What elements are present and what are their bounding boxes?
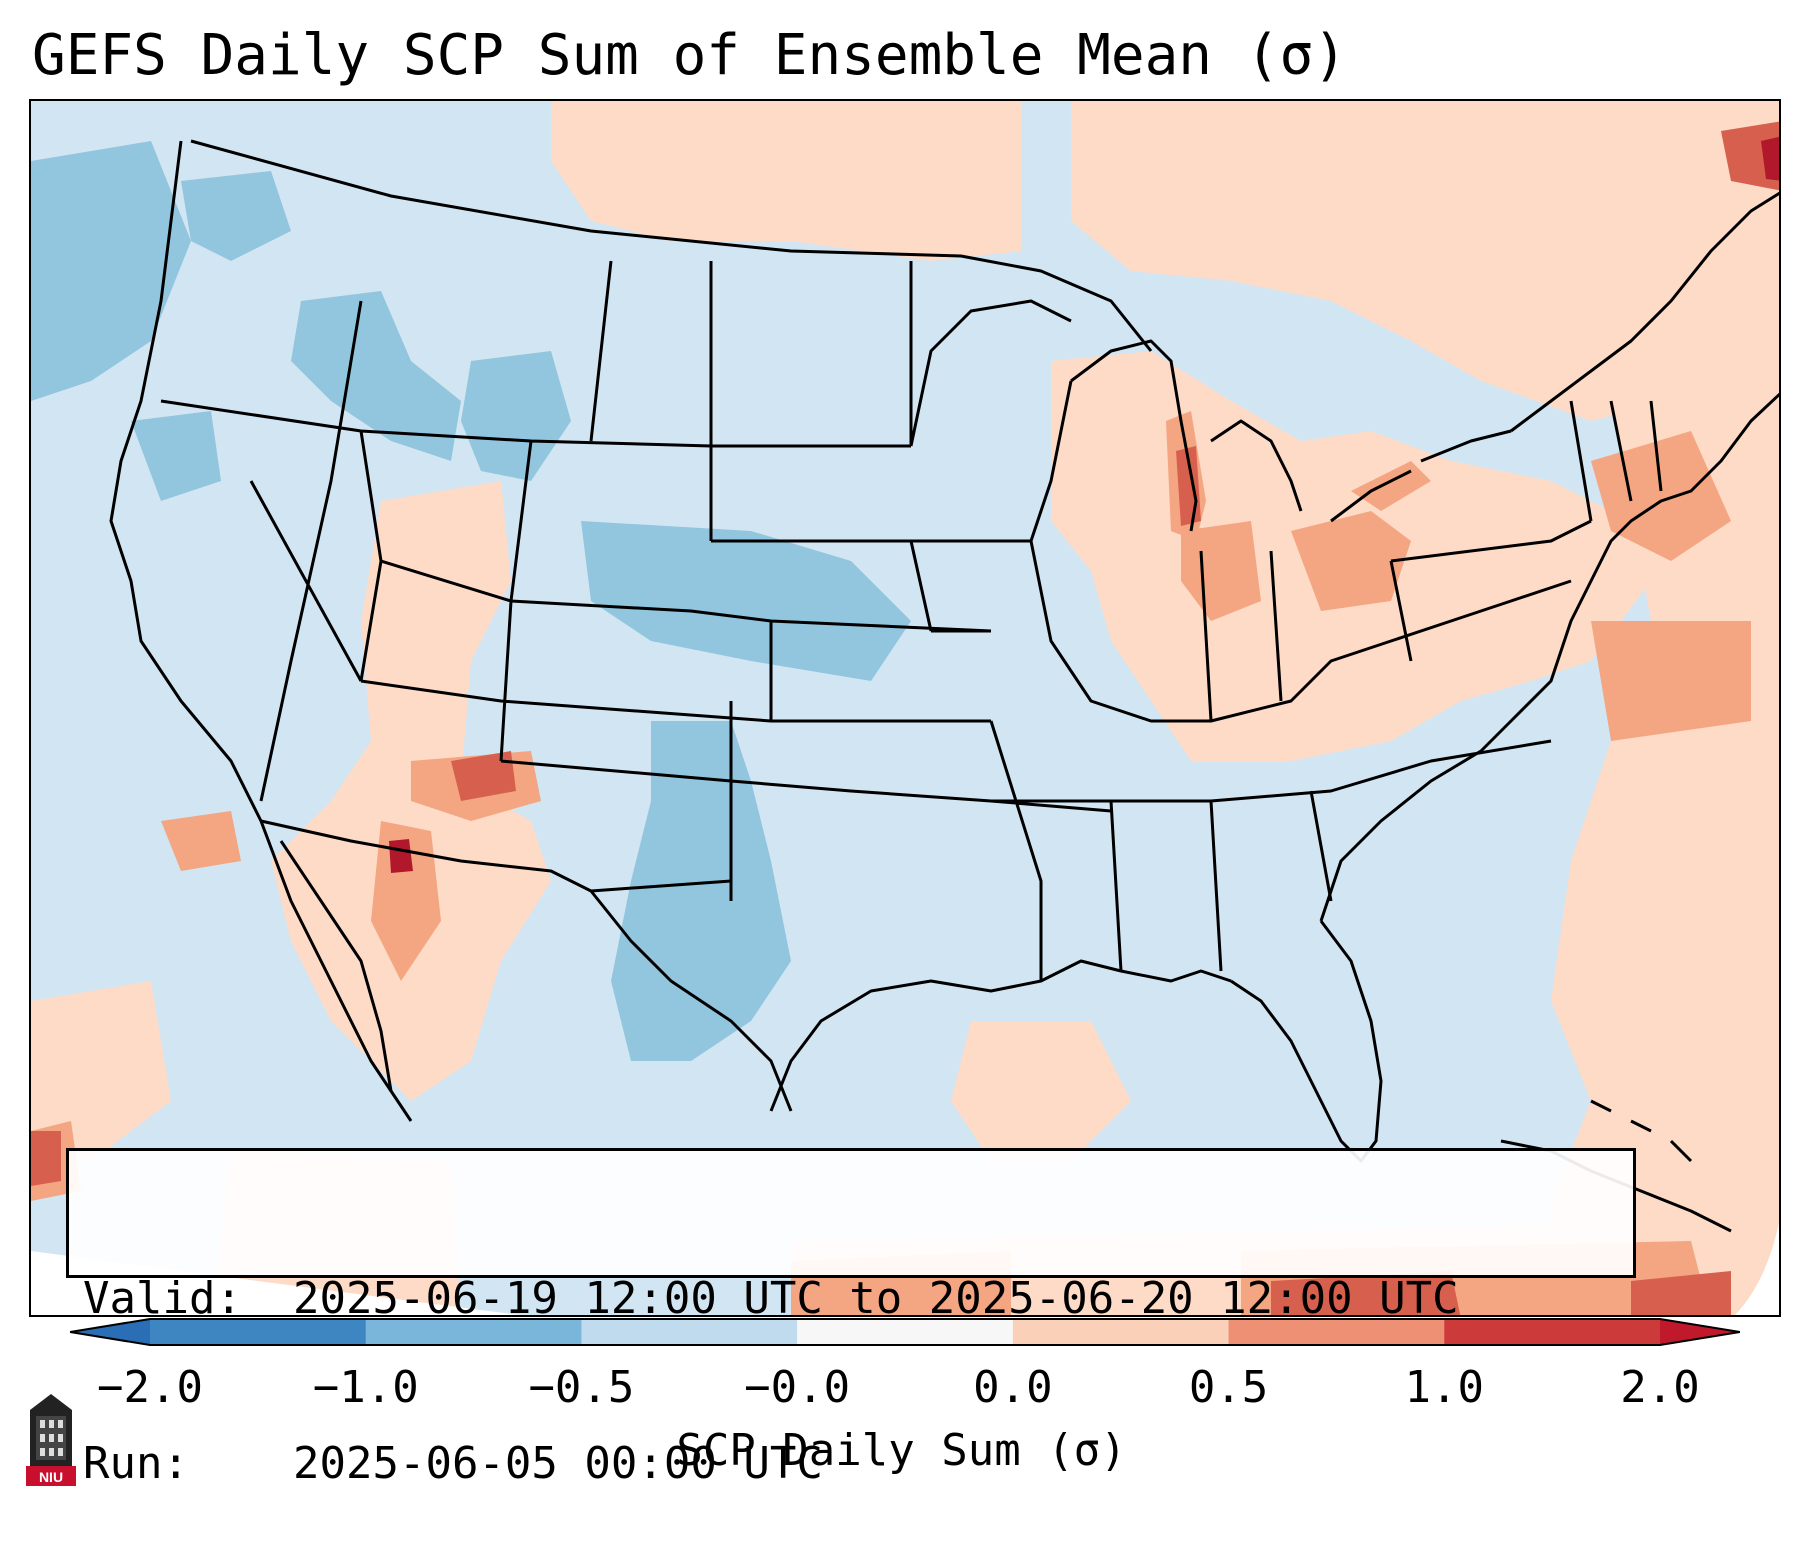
florida [1230,920,1383,1163]
east-coast [1319,392,1779,922]
niu-logo-icon: NIU [26,1394,76,1486]
colorbar-tick-label: −0.0 [744,1362,851,1413]
state-lines [160,260,1663,981]
pacific-northwest-negative [31,141,191,401]
colorbar-bin [1444,1319,1661,1345]
oregon-negative [131,411,221,501]
colorbar-bin [365,1319,582,1345]
run-label: Run: [83,1438,189,1489]
colorbar-tick-label: −2.0 [97,1362,203,1413]
colorbar-bin [797,1319,1014,1345]
colorbar-bin [581,1319,798,1345]
colorbar-tick-label: 0.0 [973,1362,1053,1413]
colorbar-bin [1012,1319,1230,1345]
west-coast [109,140,413,1122]
pacific-southwest-positive [31,981,171,1161]
washington-negative [181,171,291,261]
canada-north-positive [551,101,1021,261]
quebec-max [1761,136,1779,181]
colorbar-tick-label: 0.5 [1188,1362,1269,1413]
positive-anomaly-regions [31,101,1779,1315]
negative-anomaly-regions [31,141,911,1061]
st-lawrence [1510,191,1779,433]
colorbar [70,1318,1740,1346]
valid-label: Valid: [83,1273,242,1324]
cuba-strong [1271,1271,1461,1315]
niu-logo-text: NIU [39,1469,63,1485]
colorbar-label: SCP Daily Sum (σ) [676,1425,1127,1476]
boundary-lines [109,139,1779,1233]
baja-strong [389,839,413,873]
outside-projection-area [31,1251,520,1315]
colorbar-outline [70,1318,1740,1346]
colorbar-bin [150,1319,367,1345]
colorbar-tick-label: 2.0 [1620,1362,1700,1413]
bahamas-islands [1590,1099,1693,1163]
gulf-positive [951,1021,1131,1161]
us-mexico-border [260,819,793,1112]
northeast-atlantic-positive [1551,361,1779,1315]
baja-positive [371,821,441,981]
colorbar-bin [1228,1319,1445,1345]
us-canada-border [190,139,1153,352]
offshore-atlantic-positive [1591,621,1751,741]
run-line: Run: 2025-06-05 00:00 UTC [83,1436,1619,1491]
caribbean-strong [1631,1271,1731,1315]
texas-negative [611,721,791,1061]
chart-title: GEFS Daily SCP Sum of Ensemble Mean (σ) [32,23,1347,88]
map-panel [29,99,1781,1317]
run-value: 2025-06-05 00:00 UTC [293,1438,823,1489]
mid-atlantic-positive [1591,431,1731,561]
great-lakes [1070,339,1512,532]
colorbar-tick-label: 1.0 [1404,1362,1485,1413]
ohio-positive [1291,511,1411,611]
gulf-coast [769,959,1232,1112]
lake-erie-positive [1351,461,1431,511]
idaho-montana-negative [291,291,461,461]
baja-coast [279,840,393,1092]
arizona-strong [451,751,516,801]
outside-projection-area-right [1734,1222,1779,1315]
indiana-positive [1181,521,1261,621]
ontario-quebec-positive [1071,101,1779,430]
colorbar-extend-low [70,1319,150,1345]
colorbar-extend-high [1660,1319,1740,1345]
colorado-kansas-negative [581,521,911,681]
pacific-positive-spot [161,811,241,871]
valid-value: 2025-06-19 12:00 UTC to 2025-06-20 12:00… [293,1273,1459,1324]
scp-map [31,101,1779,1315]
colorbar-tick-label: −0.5 [528,1362,635,1413]
valid-line: Valid: 2025-06-19 12:00 UTC to 2025-06-20… [83,1271,1619,1326]
quebec-strong [1721,121,1779,191]
colorbar-tick-label: −1.0 [312,1362,419,1413]
wyoming-negative [461,351,571,481]
valid-run-info-box: Valid: 2025-06-19 12:00 UTC to 2025-06-20… [66,1148,1636,1489]
pacific-strong [31,1131,61,1186]
